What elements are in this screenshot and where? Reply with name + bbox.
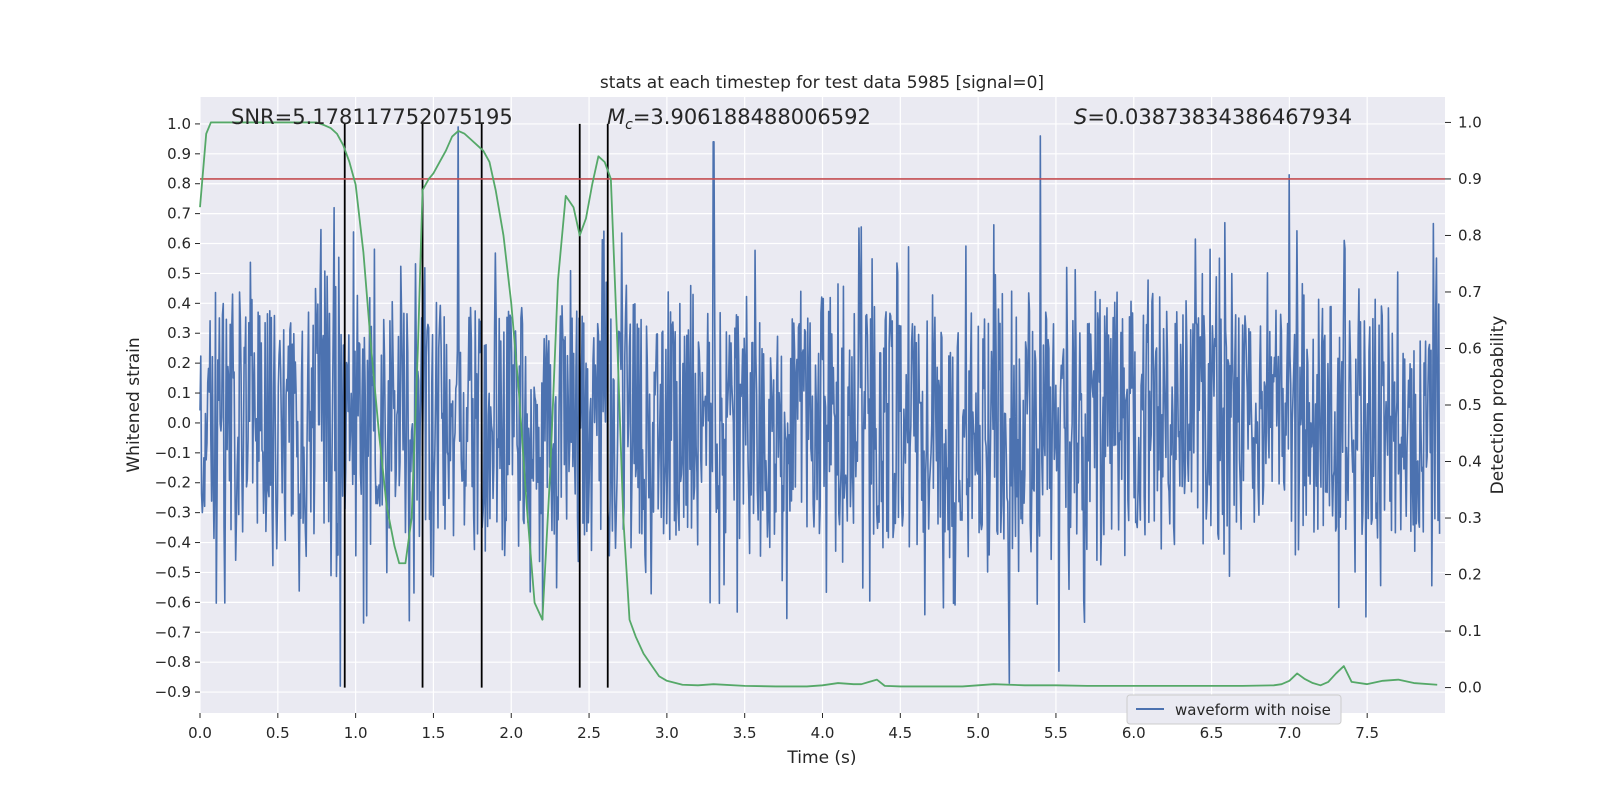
x-tick-label: 3.5	[733, 724, 757, 742]
x-tick-label: 1.5	[422, 724, 446, 742]
y-tick-label: 0.0	[167, 414, 191, 432]
y-tick-label: −0.5	[155, 563, 191, 581]
x-tick-label: 6.0	[1122, 724, 1146, 742]
y-tick-label: 0.7	[167, 205, 191, 223]
snr-annotation: SNR=5.178117752075195	[231, 105, 513, 129]
y-axis-label: Whitened strain	[124, 337, 144, 472]
y-tick-label: 0.9	[167, 145, 191, 163]
y-tick-label: −0.1	[155, 444, 191, 462]
x-tick-label: 0.0	[188, 724, 212, 742]
probability-line	[199, 121, 1438, 688]
x-tick-label: 6.5	[1200, 724, 1224, 742]
y2-axis-label: Detection probability	[1488, 316, 1508, 495]
y-tick-label: −0.7	[155, 623, 191, 641]
y-tick-label: −0.9	[155, 683, 191, 701]
y2-tick-label: 0.8	[1458, 226, 1482, 244]
x-axis-ticks: 0.0 0.5 1.0 1.5 2.0 2.5 3.0 3.5 4.0 4.5 5.0 5.5 6.0 6…	[188, 713, 1379, 742]
y2-tick-label: 0.2	[1458, 566, 1482, 584]
x-tick-label: 5.5	[1044, 724, 1068, 742]
x-axis-label: Time (s)	[786, 748, 856, 768]
x-tick-label: 4.0	[811, 724, 835, 742]
y2-tick-label: 0.3	[1458, 509, 1482, 527]
y-tick-label: 0.6	[167, 235, 191, 253]
x-tick-label: 2.5	[577, 724, 601, 742]
y-tick-label: 0.1	[167, 384, 191, 402]
y-tick-label: 0.3	[167, 324, 191, 342]
y2-tick-label: 0.6	[1458, 339, 1482, 357]
x-tick-label: 3.0	[655, 724, 679, 742]
y2-tick-label: 0.9	[1458, 170, 1482, 188]
y-tick-label: −0.2	[155, 474, 191, 492]
legend-label: waveform with noise	[1175, 701, 1331, 719]
y-axis-ticks: 1.0 0.9 0.8 0.7 0.6 0.5 0.4 0.3 0.2 0.1 0.0 −0.1 −0.…	[155, 115, 200, 701]
mc-annotation: Mc=3.906188488006592	[607, 105, 871, 133]
x-tick-label: 7.5	[1355, 724, 1379, 742]
x-tick-label: 7.0	[1277, 724, 1301, 742]
y-tick-label: 0.2	[167, 354, 191, 372]
waveform-line	[199, 126, 1441, 687]
y2-tick-label: 0.5	[1458, 396, 1482, 414]
legend-box	[1126, 694, 1342, 725]
probability-series	[199, 121, 1438, 688]
y-tick-label: 0.5	[167, 264, 191, 282]
x-tick-label: 2.0	[499, 724, 523, 742]
y2-tick-label: 0.4	[1458, 453, 1482, 471]
waveform-series	[199, 126, 1441, 687]
y-tick-label: −0.6	[155, 593, 191, 611]
y-tick-label: −0.3	[155, 504, 191, 522]
x-tick-label: 4.5	[888, 724, 912, 742]
y-tick-label: −0.4	[155, 534, 191, 552]
legend: waveform with noise	[1126, 694, 1342, 725]
y-tick-label: −0.8	[155, 653, 191, 671]
y2-tick-label: 0.1	[1458, 622, 1482, 640]
y2-tick-label: 0.7	[1458, 283, 1482, 301]
y-tick-label: 1.0	[167, 115, 191, 133]
chart-title: stats at each timestep for test data 598…	[600, 73, 1044, 93]
x-tick-label: 1.0	[344, 724, 368, 742]
s-annotation: S=0.03873834386467934	[1074, 105, 1352, 129]
x-tick-label: 0.5	[266, 724, 290, 742]
y-tick-label: 0.4	[167, 294, 191, 312]
y2-tick-label: 0.0	[1458, 679, 1482, 697]
y-tick-label: 0.8	[167, 175, 191, 193]
x-tick-label: 5.0	[966, 724, 990, 742]
y2-axis-ticks: 1.0 0.9 0.8 0.7 0.6 0.5 0.4 0.3 0.2 0.1 0.0	[1445, 113, 1482, 697]
y2-tick-label: 1.0	[1458, 113, 1482, 131]
